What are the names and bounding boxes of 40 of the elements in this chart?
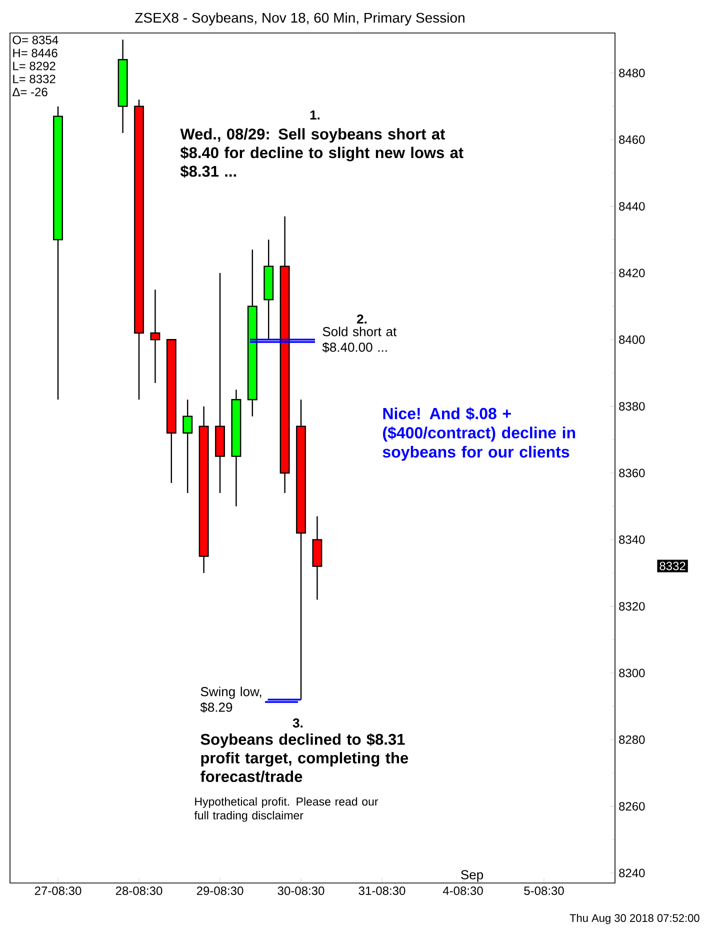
annotation: Nice! And $.08 + ($400/contract) decline in soybeans for our clients — [382, 407, 576, 461]
y-tick-label: 8260 — [619, 802, 645, 811]
text: 8332 — [660, 562, 686, 570]
y-tick-label: 8400 — [619, 335, 645, 344]
y-tick-label: 8380 — [619, 402, 645, 411]
x-tick-label: 31-08:30 — [358, 886, 406, 896]
annotation: L= 8292 — [13, 62, 56, 70]
y-tick-label: 8420 — [619, 268, 645, 278]
y-tick-label: 8360 — [619, 468, 645, 478]
candlestick — [182, 399, 193, 494]
annotation: H= 8446 — [13, 48, 58, 58]
y-tick-label: 8300 — [619, 668, 645, 678]
x-tick-label: 29-08:30 — [196, 886, 244, 896]
annotation: O= 8354 — [12, 36, 58, 44]
y-tick-label: 8280 — [619, 735, 645, 744]
candlestick — [150, 289, 160, 384]
annotation: Sep — [461, 870, 484, 882]
text: Thu Aug 30 2018 07:52:00 — [570, 914, 700, 924]
annotation: 3. — [292, 718, 303, 728]
y-tick-label: 8320 — [619, 602, 645, 611]
ref-line-label: Sold short at $8.40.00 ... — [322, 326, 397, 353]
annotation: Soybeans declined to $8.31 profit target, completing the forecast/trade — [200, 733, 408, 782]
text: Δ= -26 — [12, 88, 48, 96]
annotation: 1. — [310, 110, 320, 120]
annotation: L= 8332 — [13, 74, 56, 84]
y-tick-label: 8340 — [619, 535, 645, 544]
y-tick-label: 8240 — [619, 868, 645, 878]
chart-title: ZSEX8 - Soybeans, Nov 18, 60 Min, Primary Session — [135, 12, 464, 26]
x-tick-label: 5-08:30 — [524, 886, 564, 896]
y-tick-label: 8460 — [619, 135, 645, 144]
x-tick-label: 4-08:30 — [442, 886, 483, 896]
annotation: Wed., 08/29: Sell soybeans short at $8.40 for decline to slight new lows at $8.31 ... — [180, 128, 464, 178]
annotation: 2. — [357, 314, 367, 324]
annotation: Hypothetical profit. Please read our full trading disclaimer — [194, 797, 378, 822]
y-tick-label: 8480 — [619, 68, 645, 78]
x-tick-label: 27-08:30 — [34, 886, 82, 896]
x-tick-label: 28-08:30 — [116, 886, 162, 896]
x-tick-label: 30-08:30 — [278, 886, 324, 896]
y-tick-label: 8440 — [619, 202, 645, 211]
annotation: Swing low, $8.29 — [200, 686, 262, 713]
